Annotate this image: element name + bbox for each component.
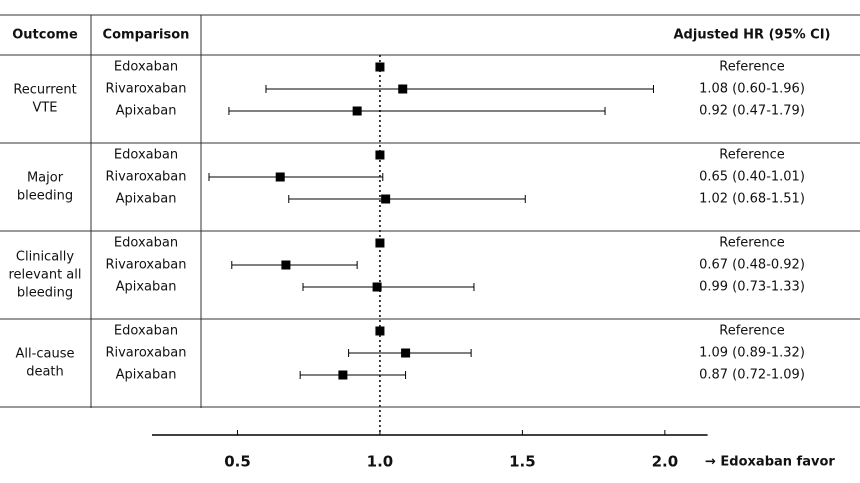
hr-label: 0.65 (0.40-1.01) bbox=[699, 170, 805, 185]
column-header: Outcome bbox=[12, 28, 78, 43]
hr-marker bbox=[398, 84, 408, 94]
comparison-label: Edoxaban bbox=[114, 236, 178, 251]
outcome-label: relevant all bbox=[9, 268, 82, 283]
hr-marker bbox=[352, 106, 362, 116]
outcome-label: bleeding bbox=[17, 189, 73, 204]
column-header: Adjusted HR (95% CI) bbox=[674, 28, 831, 43]
x-tick-label: 1.5 bbox=[509, 453, 536, 471]
hr-marker bbox=[281, 260, 291, 270]
axis-note: → Edoxaban favor bbox=[705, 455, 835, 470]
hr-marker bbox=[375, 62, 385, 72]
hr-label: 1.02 (0.68-1.51) bbox=[699, 192, 805, 207]
outcome-label: All-cause bbox=[16, 347, 75, 362]
comparison-label: Edoxaban bbox=[114, 324, 178, 339]
hr-marker bbox=[375, 326, 385, 336]
comparison-label: Apixaban bbox=[116, 104, 177, 119]
hr-label: 0.99 (0.73-1.33) bbox=[699, 280, 805, 295]
hr-label: Reference bbox=[719, 236, 784, 251]
comparison-label: Apixaban bbox=[116, 192, 177, 207]
hr-marker bbox=[275, 172, 285, 182]
outcome-label: death bbox=[26, 365, 64, 380]
hr-marker bbox=[401, 348, 411, 358]
hr-label: 1.08 (0.60-1.96) bbox=[699, 82, 805, 97]
outcome-label: Recurrent bbox=[13, 83, 76, 98]
comparison-label: Rivaroxaban bbox=[105, 170, 186, 185]
comparison-label: Apixaban bbox=[116, 280, 177, 295]
comparison-label: Apixaban bbox=[116, 368, 177, 383]
hr-marker bbox=[375, 238, 385, 248]
hr-marker bbox=[338, 370, 348, 380]
comparison-label: Rivaroxaban bbox=[105, 258, 186, 273]
column-header: Comparison bbox=[103, 28, 190, 43]
hr-label: 0.87 (0.72-1.09) bbox=[699, 368, 805, 383]
hr-label: Reference bbox=[719, 60, 784, 75]
comparison-label: Edoxaban bbox=[114, 60, 178, 75]
comparison-label: Rivaroxaban bbox=[105, 346, 186, 361]
x-tick-label: 0.5 bbox=[224, 453, 251, 471]
hr-label: 0.67 (0.48-0.92) bbox=[699, 258, 805, 273]
outcome-label: Major bbox=[27, 171, 64, 186]
hr-label: Reference bbox=[719, 324, 784, 339]
hr-label: 1.09 (0.89-1.32) bbox=[699, 346, 805, 361]
hr-marker bbox=[375, 150, 385, 160]
comparison-label: Rivaroxaban bbox=[105, 82, 186, 97]
outcome-label: VTE bbox=[32, 101, 57, 116]
hr-label: 0.92 (0.47-1.79) bbox=[699, 104, 805, 119]
comparison-label: Edoxaban bbox=[114, 148, 178, 163]
outcome-label: bleeding bbox=[17, 286, 73, 301]
x-tick-label: 2.0 bbox=[652, 453, 679, 471]
outcome-label: Clinically bbox=[16, 250, 74, 265]
x-tick-label: 1.0 bbox=[367, 453, 394, 471]
hr-label: Reference bbox=[719, 148, 784, 163]
hr-marker bbox=[372, 282, 382, 292]
hr-marker bbox=[381, 194, 391, 204]
